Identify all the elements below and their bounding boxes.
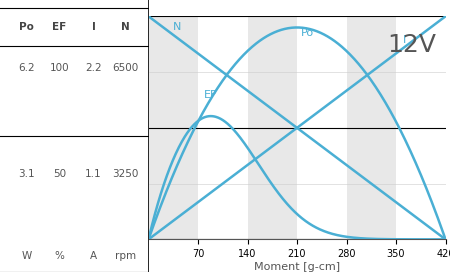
Text: 12V: 12V: [387, 33, 436, 57]
Text: EF: EF: [204, 90, 217, 100]
Text: 50: 50: [53, 169, 66, 179]
Text: rpm: rpm: [115, 251, 136, 261]
Text: Po: Po: [301, 29, 314, 38]
Text: W: W: [22, 251, 32, 261]
Bar: [248, 16, 297, 239]
Text: N: N: [173, 21, 182, 32]
Text: I: I: [403, 35, 406, 45]
Text: Po: Po: [19, 22, 34, 32]
Text: 2.2: 2.2: [85, 63, 102, 73]
Bar: [346, 16, 396, 239]
Text: 100: 100: [50, 63, 69, 73]
Text: N: N: [121, 22, 130, 32]
Text: 3.1: 3.1: [18, 169, 35, 179]
Text: I: I: [92, 22, 95, 32]
Text: 6.2: 6.2: [18, 63, 35, 73]
Text: 3250: 3250: [112, 169, 139, 179]
Text: A: A: [90, 251, 97, 261]
Text: 1.1: 1.1: [85, 169, 102, 179]
Text: %: %: [54, 251, 64, 261]
Text: 6500: 6500: [112, 63, 139, 73]
Text: EF: EF: [52, 22, 67, 32]
Bar: [148, 16, 198, 239]
X-axis label: Moment [g-cm]: Moment [g-cm]: [254, 262, 340, 272]
